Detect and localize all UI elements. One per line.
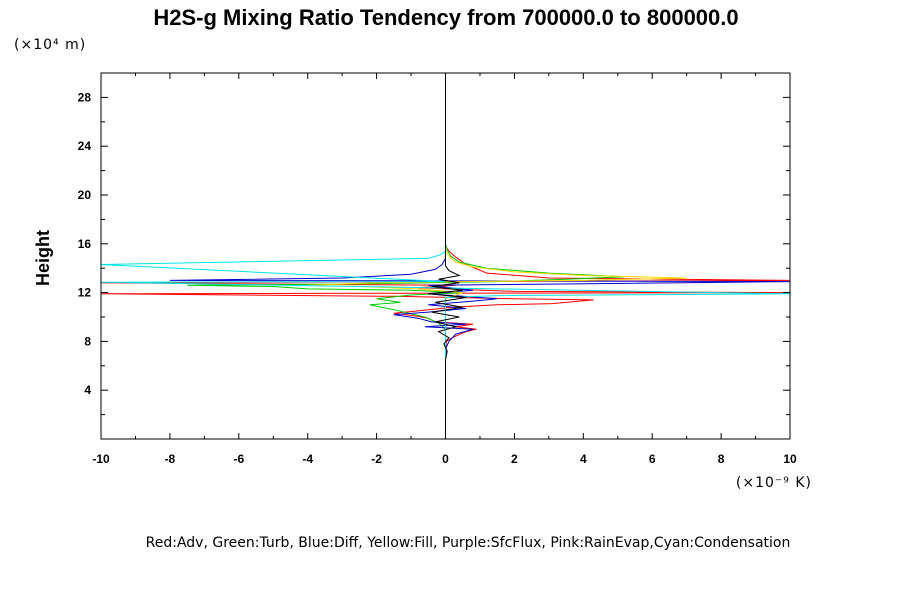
x-tick-label: 0 [442, 452, 449, 466]
y-tick-label: 16 [78, 237, 92, 251]
series-line-condensation [100, 73, 791, 437]
series-line-diff [169, 73, 791, 437]
legend-text: Red:Adv, Green:Turb, Blue:Diff, Yellow:F… [146, 535, 791, 551]
x-tick-label: -10 [92, 452, 110, 466]
series-line-fill [307, 73, 687, 437]
x-tick-label: 4 [580, 452, 587, 466]
series-group [100, 73, 791, 437]
y-tick-label: 20 [78, 188, 92, 202]
x-tick-label: 2 [511, 452, 518, 466]
series-line-turb [187, 73, 625, 437]
x-tick-label: 10 [783, 452, 797, 466]
series-line-total [428, 73, 467, 437]
x-tick-label: -4 [302, 452, 313, 466]
series-line-adv [100, 73, 791, 437]
x-tick-label: -8 [165, 452, 176, 466]
x-tick-label: 8 [718, 452, 725, 466]
y-tick-label: 4 [84, 383, 91, 397]
x-tick-label: -2 [371, 452, 382, 466]
chart-title: H2S-g Mixing Ratio Tendency from 700000.… [153, 5, 738, 30]
y-tick-label: 28 [78, 90, 92, 104]
y-tick-label: 8 [84, 334, 91, 348]
y-unit-label: (×10⁴ m) [14, 37, 86, 53]
y-tick-label: 12 [78, 286, 92, 300]
x-tick-label: -6 [233, 452, 244, 466]
y-tick-label: 24 [78, 139, 92, 153]
y-axis-label: Height [33, 230, 53, 286]
x-unit-label: (×10⁻⁹ K) [736, 475, 812, 491]
x-tick-label: 6 [649, 452, 656, 466]
